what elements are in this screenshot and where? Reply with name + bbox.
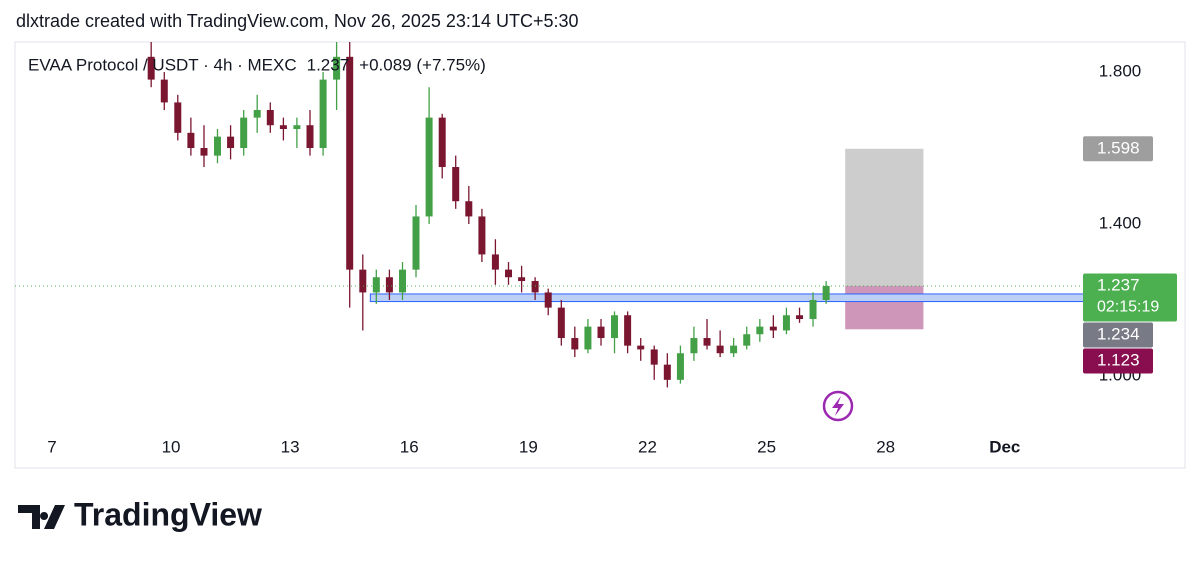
candle-body [425,117,433,217]
candle-body [518,277,526,282]
price-label: 1.237 [1097,275,1140,294]
candle-body [690,338,698,354]
x-tick-label: 22 [638,437,657,456]
candle-body [624,315,632,346]
alert-icon[interactable] [822,390,854,422]
support-zone [369,293,1085,303]
candle-body [557,307,565,339]
candle-body [213,136,221,156]
chart-frame [14,41,1186,469]
candle-body [438,117,446,168]
candle-body [571,338,579,350]
candle-body [147,56,155,80]
candle-body [359,269,367,293]
candle-body [174,102,182,133]
x-tick-label: 7 [47,437,56,456]
logo: TradingView [18,496,262,532]
candle-body [637,345,645,350]
price-label-box [1083,348,1153,374]
x-tick-label: 28 [876,437,895,456]
candle-body [227,136,235,149]
price-label-box [1083,273,1177,322]
candle-body [240,117,248,149]
candle-body [266,110,274,126]
candle-body [822,285,830,301]
price-label: 1.598 [1097,138,1140,157]
y-tick-label: 1.800 [1099,62,1142,81]
price-change: +0.089 (+7.75%) [359,55,486,74]
candle-body [412,216,420,270]
candle-body [385,277,393,293]
candle-body [346,56,354,270]
logo-text: TradingView [74,496,262,532]
x-tick-label: 10 [162,437,181,456]
candle-body [782,315,790,331]
x-tick-label: 16 [400,437,419,456]
candle-body [703,338,711,346]
candle-body [544,292,552,308]
stop-area [845,285,924,330]
candle-body [200,148,208,156]
price-label-box [1083,136,1153,162]
candle-body [650,349,658,365]
candle-body [756,326,764,335]
candle-body [531,281,539,293]
candle-body [597,326,605,339]
price-label-box [1083,322,1153,348]
candle-body [465,201,473,217]
y-tick-label: 1.400 [1099,214,1142,233]
candle-body [809,300,817,320]
candle-body [319,79,327,149]
symbol-title: EVAA Protocol / USDT · 4h · MEXC [28,55,297,74]
candle-body [333,56,341,80]
candle-body [306,125,314,149]
candle-body [399,269,407,293]
legend: EVAA Protocol / USDT · 4h · MEXC 1.237 +… [28,55,486,74]
candle-body [160,79,168,103]
candle-body [478,216,486,255]
last-price: 1.237 [307,55,350,74]
candle-body [796,315,804,320]
x-tick-label: Dec [989,437,1020,456]
candle-body [187,132,195,149]
candle-body [611,315,619,339]
target-area [845,148,924,286]
candle-body [663,364,671,380]
header: dlxtrade created with TradingView.com, N… [16,11,579,31]
candle-body [584,326,592,350]
candle-body [730,345,738,354]
candle-body [743,334,751,346]
candle-body [716,345,724,354]
x-tick-label: 13 [281,437,300,456]
candle-body [505,269,513,278]
countdown: 02:15:19 [1097,299,1159,316]
candle-body [279,125,287,130]
price-label: 1.234 [1097,324,1140,343]
candle-body [293,125,301,130]
candle-body [491,254,499,270]
x-tick-label: 19 [519,437,538,456]
price-label: 1.123 [1097,350,1140,369]
plot-area [15,42,1085,388]
candle-body [769,326,777,331]
candle-body [676,353,684,380]
candle-body [253,110,261,118]
candle-body [372,277,380,293]
x-tick-label: 25 [757,437,776,456]
candle-body [452,167,460,202]
